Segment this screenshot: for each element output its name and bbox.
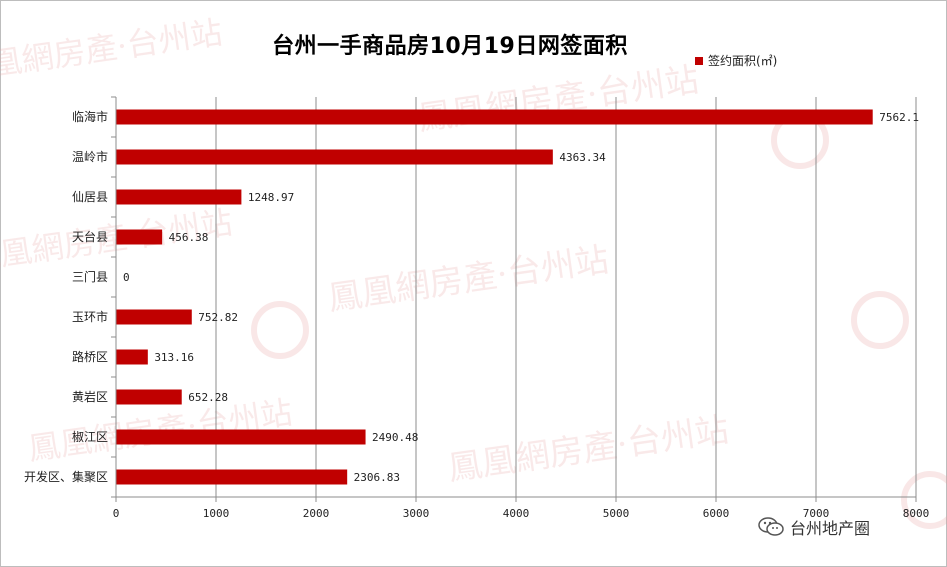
x-tick-label: 4000 — [503, 507, 530, 520]
watermark-text: 鳳凰網房產·台州站 — [326, 240, 612, 319]
category-label: 椒江区 — [72, 430, 108, 444]
x-tick-label: 1000 — [203, 507, 230, 520]
x-tick-label: 7000 — [803, 507, 830, 520]
legend-swatch — [695, 56, 703, 65]
watermark-logo-icon — [851, 291, 909, 349]
category-label: 仙居县 — [72, 190, 108, 204]
watermark-text: 鳳凰網房產·台州站 — [416, 60, 702, 139]
watermark-logo-icon — [251, 301, 309, 359]
category-label: 天台县 — [72, 229, 108, 244]
x-tick-label: 6000 — [703, 507, 730, 520]
x-tick-label: 3000 — [403, 507, 430, 520]
source-label: 台州地产圈 — [790, 519, 871, 538]
category-label: 临海市 — [72, 109, 108, 124]
data-label: 4363.34 — [559, 151, 606, 164]
bar — [116, 149, 553, 165]
data-label: 0 — [123, 271, 130, 284]
wechat-icon — [758, 517, 784, 537]
data-label: 752.82 — [198, 311, 238, 324]
bar — [116, 109, 873, 125]
watermark-text: 鳳凰網房產·台州站 — [446, 410, 732, 489]
data-label: 456.38 — [169, 231, 209, 244]
watermark-logo-icon — [901, 471, 947, 529]
x-tick-label: 5000 — [603, 507, 630, 520]
bar — [116, 389, 182, 405]
legend-label: 签约面积(㎡) — [708, 54, 778, 68]
data-label: 1248.97 — [248, 191, 294, 204]
category-label: 路桥区 — [72, 349, 108, 364]
bar — [116, 189, 242, 205]
data-label: 2306.83 — [354, 471, 400, 484]
bar — [116, 349, 148, 365]
bar — [116, 469, 348, 485]
x-tick-label: 0 — [113, 507, 120, 520]
bars-layer — [116, 109, 873, 485]
watermark-layer: 鳳凰網房產·台州站鳳凰網房產·台州站鳳凰網房產·台州站鳳凰網房產·台州站鳳凰網房… — [0, 13, 947, 529]
source-badge: 台州地产圈 — [758, 515, 870, 539]
category-label: 温岭市 — [72, 149, 108, 164]
chart-title: 台州一手商品房10月19日网签面积 — [272, 34, 628, 59]
bar — [116, 229, 163, 245]
x-tick-label: 8000 — [903, 507, 930, 520]
category-label: 玉环市 — [72, 309, 108, 324]
bar — [116, 309, 192, 325]
bar — [116, 429, 366, 445]
data-label: 313.16 — [154, 351, 194, 364]
data-label: 652.28 — [188, 391, 228, 404]
data-label: 7562.1 — [879, 111, 919, 124]
data-label: 2490.48 — [372, 431, 418, 444]
category-label: 黄岩区 — [72, 389, 108, 404]
x-tick-label: 2000 — [303, 507, 330, 520]
category-label: 开发区、集聚区 — [24, 469, 108, 484]
labels-layer: 0 1000 2000 3000 4000 5000 6000 7000 8000 临海市 7562… — [24, 109, 929, 520]
legend: 签约面积(㎡) — [695, 52, 777, 69]
category-label: 三门县 — [72, 269, 108, 284]
